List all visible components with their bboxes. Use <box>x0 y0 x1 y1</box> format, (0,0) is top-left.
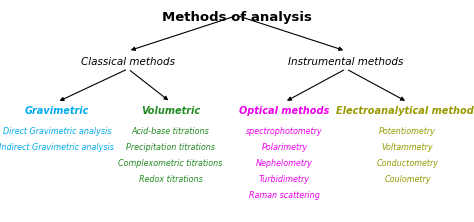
Text: Gravimetric: Gravimetric <box>25 106 89 116</box>
Text: Acid-base titrations: Acid-base titrations <box>132 127 210 136</box>
Text: Volumetric: Volumetric <box>141 106 200 116</box>
Text: Raman scattering: Raman scattering <box>249 191 320 200</box>
Text: Precipitation titrations: Precipitation titrations <box>126 143 215 152</box>
Text: spectrophotometry: spectrophotometry <box>246 127 323 136</box>
Text: Conductometry: Conductometry <box>377 159 438 168</box>
Text: Direct Gravimetric analysis: Direct Gravimetric analysis <box>3 127 111 136</box>
Text: Redox titrations: Redox titrations <box>139 175 202 184</box>
Text: Voltammetry: Voltammetry <box>382 143 433 152</box>
Text: Complexometric titrations: Complexometric titrations <box>118 159 223 168</box>
Text: Electroanalytical methods: Electroanalytical methods <box>336 106 474 116</box>
Text: Nephelometry: Nephelometry <box>256 159 313 168</box>
Text: Coulometry: Coulometry <box>384 175 431 184</box>
Text: Indirect Gravimetric analysis: Indirect Gravimetric analysis <box>0 143 114 152</box>
Text: Optical methods: Optical methods <box>239 106 329 116</box>
Text: Potentiometry: Potentiometry <box>379 127 436 136</box>
Text: Methods of analysis: Methods of analysis <box>162 11 312 24</box>
Text: Turbidimetry: Turbidimetry <box>259 175 310 184</box>
Text: Instrumental methods: Instrumental methods <box>288 57 404 67</box>
Text: Classical methods: Classical methods <box>81 57 175 67</box>
Text: Polarimetry: Polarimetry <box>261 143 308 152</box>
